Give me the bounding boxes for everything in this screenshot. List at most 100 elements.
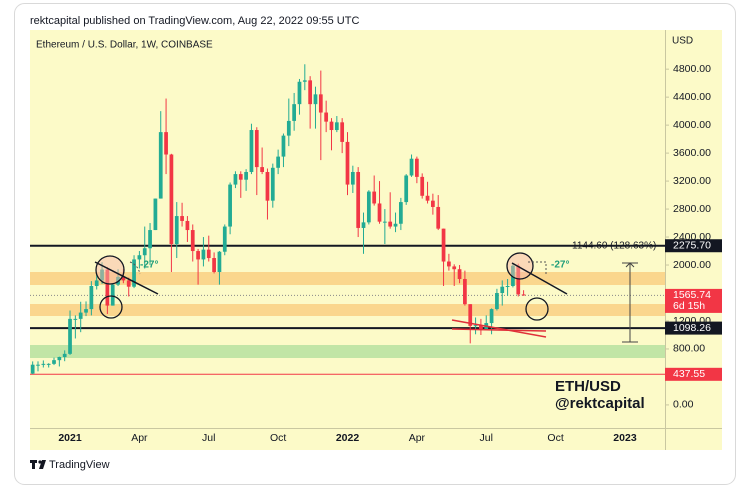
candle-body: [521, 294, 526, 296]
candle-body: [52, 360, 56, 364]
candle-body: [366, 191, 371, 223]
candle-body: [329, 121, 334, 131]
price-label-box: [665, 321, 722, 335]
candle-body: [132, 259, 136, 287]
y-tick-label: 4000.00: [673, 119, 711, 131]
y-tick-label: 0.00: [673, 399, 694, 411]
candle-body: [228, 184, 232, 227]
candle-body: [212, 258, 216, 273]
logo-part: [38, 460, 42, 464]
candle-body: [46, 363, 51, 365]
candle-body: [500, 286, 505, 294]
footer-logo: [30, 460, 46, 469]
candle-body: [281, 135, 286, 157]
candle-body: [57, 357, 62, 361]
candle-body: [110, 284, 115, 306]
candle-body: [73, 318, 78, 320]
handle-label: @rektcapital: [555, 395, 645, 412]
candle-body: [254, 130, 259, 168]
drawings: [94, 252, 638, 343]
price-label: 1098.26: [673, 322, 711, 334]
price-label-box: [665, 288, 722, 313]
candle-body: [217, 251, 222, 273]
x-tick-label: Apr: [131, 432, 148, 444]
demand-zone: [30, 345, 665, 358]
chart-background: [30, 30, 722, 450]
candle-body: [137, 255, 142, 260]
candle-body: [420, 176, 425, 196]
candle-body: [84, 309, 88, 313]
trendline: [511, 262, 568, 295]
logo-part: [39, 460, 46, 469]
candle-body: [78, 312, 83, 319]
candle-body: [41, 363, 46, 365]
candle-body: [473, 325, 478, 327]
candle-body: [297, 81, 302, 105]
candle-body: [404, 175, 409, 203]
candle-body: [238, 174, 243, 180]
y-tick-label: 800.00: [673, 343, 705, 355]
candle-body: [286, 120, 291, 136]
resistance-zone: [30, 272, 665, 285]
candle-body: [372, 191, 377, 204]
circle: [525, 297, 549, 321]
candles: [30, 64, 526, 375]
y-tick-label: 4400.00: [673, 91, 711, 103]
price-label: 2275.70: [673, 240, 711, 252]
candle-body: [431, 200, 435, 207]
candle-body: [164, 132, 168, 155]
candle-body: [489, 309, 494, 324]
candle-body: [185, 220, 190, 231]
candle-body: [105, 269, 110, 306]
candle-body: [377, 203, 382, 222]
candle-body: [233, 174, 238, 185]
candle-body: [94, 280, 99, 287]
levels: [30, 244, 665, 375]
candle-body: [180, 216, 184, 221]
candle-body: [324, 112, 329, 122]
candle-body: [313, 94, 318, 105]
measure-arrow: [625, 262, 635, 268]
candle-body: [441, 228, 446, 262]
candle-body: [516, 265, 521, 295]
candle-body: [436, 206, 441, 229]
candle-body: [249, 130, 254, 172]
candle-body: [30, 364, 35, 374]
pair-label: ETH/USD: [555, 378, 621, 395]
byline: rektcapital published on TradingView.com…: [30, 15, 359, 27]
x-tick-label: Jul: [202, 432, 215, 444]
price-label: 437.55: [673, 368, 705, 380]
angle-arc: [129, 261, 141, 275]
candle-body: [169, 154, 174, 245]
x-tick-label: Apr: [409, 432, 426, 444]
candle-body: [452, 266, 457, 270]
candle-body: [68, 318, 72, 354]
y-tick-label: 4800.00: [673, 63, 711, 75]
candle-body: [270, 167, 275, 201]
axes: 0.00800.001200.002000.002400.002800.0032…: [58, 63, 722, 444]
candle-body: [190, 230, 195, 252]
candle-body: [361, 222, 366, 228]
circle: [506, 252, 534, 280]
candle-body: [479, 325, 483, 331]
candle-body: [334, 122, 339, 131]
price-label-box: [665, 367, 722, 381]
candle-body: [148, 230, 152, 249]
candle-body: [388, 221, 393, 227]
candle-body: [356, 171, 361, 228]
countdown-label: 6d 15h: [673, 300, 705, 312]
candle-body: [350, 171, 355, 185]
trendline: [94, 261, 159, 295]
x-tick-label: Oct: [270, 432, 286, 444]
price-label-box: [665, 239, 722, 253]
candle-body: [382, 221, 387, 223]
logo-part: [32, 460, 35, 469]
candle-body: [222, 226, 227, 252]
y-tick-label: 2800.00: [673, 203, 711, 215]
circle: [99, 295, 123, 319]
candle-body: [345, 141, 350, 185]
angle-label: -27°: [140, 260, 158, 271]
candle-body: [340, 122, 345, 142]
